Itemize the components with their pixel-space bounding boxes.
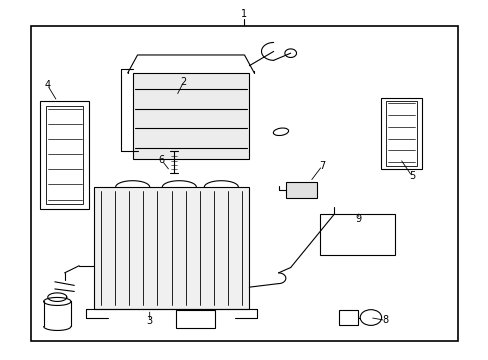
Bar xyxy=(319,214,394,255)
Text: 8: 8 xyxy=(382,315,388,325)
Text: 9: 9 xyxy=(355,214,361,224)
Bar xyxy=(94,187,249,309)
Bar xyxy=(40,102,89,208)
Bar xyxy=(30,26,458,341)
Text: 5: 5 xyxy=(408,171,414,181)
Text: 3: 3 xyxy=(146,316,152,326)
Text: 1: 1 xyxy=(241,9,247,19)
Text: 6: 6 xyxy=(159,156,164,165)
Text: 4: 4 xyxy=(44,80,51,90)
Text: 7: 7 xyxy=(319,161,325,171)
Bar xyxy=(385,102,416,166)
Bar xyxy=(380,98,421,169)
Bar xyxy=(132,73,249,158)
Bar xyxy=(285,182,317,198)
Bar xyxy=(176,310,215,328)
Text: 2: 2 xyxy=(180,77,186,87)
Bar xyxy=(46,106,83,204)
Bar xyxy=(339,310,357,325)
